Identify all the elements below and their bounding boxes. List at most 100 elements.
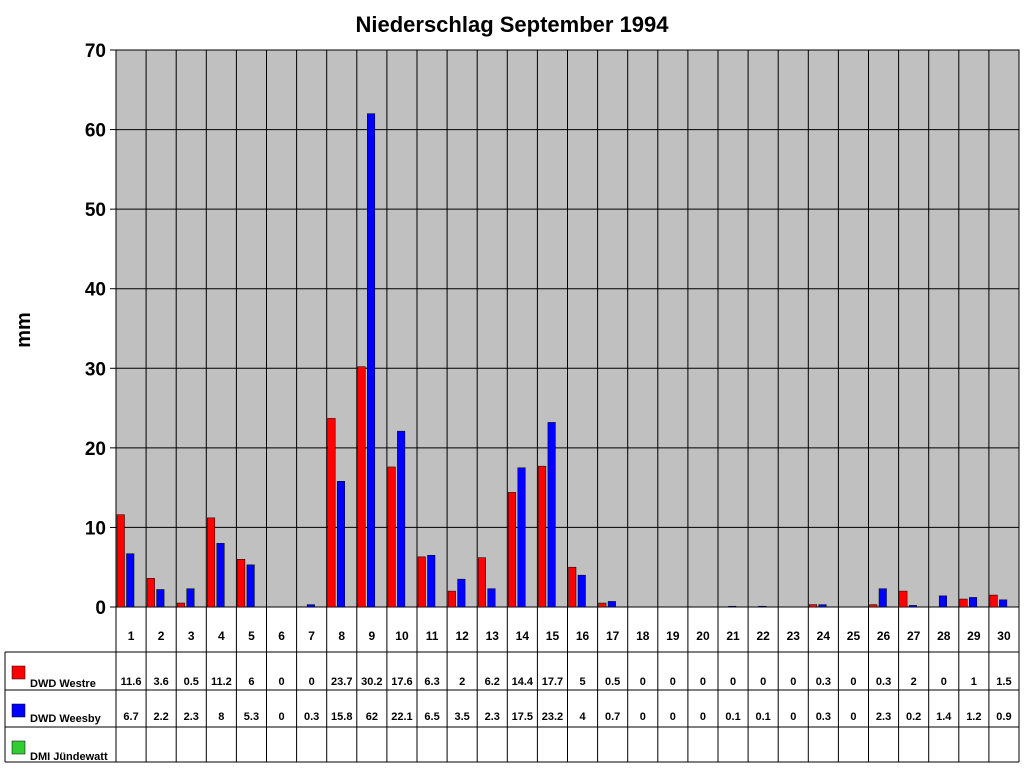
bar xyxy=(999,599,1008,608)
bar xyxy=(938,595,947,608)
y-tick-label: 50 xyxy=(85,200,106,221)
bar xyxy=(246,564,255,608)
x-tick-label: 16 xyxy=(576,629,590,643)
data-label: 6.2 xyxy=(485,676,500,688)
data-label: 2.3 xyxy=(876,711,891,723)
x-tick-label: 30 xyxy=(997,629,1011,643)
data-label: 2.3 xyxy=(184,711,199,723)
bar xyxy=(357,366,366,608)
data-label: 0 xyxy=(790,676,796,688)
y-tick-label: 10 xyxy=(85,518,106,539)
data-label: 0 xyxy=(850,676,856,688)
x-tick-label: 6 xyxy=(278,629,285,643)
data-label: 30.2 xyxy=(361,676,382,688)
x-tick-label: 23 xyxy=(787,629,801,643)
x-tick-label: 9 xyxy=(369,629,376,643)
bar xyxy=(598,602,607,608)
y-tick-label: 20 xyxy=(85,439,106,460)
bar xyxy=(959,598,968,608)
bar xyxy=(568,566,577,608)
bar xyxy=(809,604,818,608)
bar xyxy=(327,418,336,608)
data-label: 0.9 xyxy=(996,711,1011,723)
data-label: 2 xyxy=(459,676,465,688)
data-label: 0 xyxy=(730,676,736,688)
bar xyxy=(869,604,878,608)
bar xyxy=(237,559,246,608)
bar xyxy=(417,556,426,608)
legend-label: DWD Weesby xyxy=(30,713,102,725)
bar xyxy=(116,514,125,608)
chart-title: Niederschlag September 1994 xyxy=(355,12,669,37)
data-label: 1 xyxy=(971,676,977,688)
bar xyxy=(908,605,917,608)
data-label: 14.4 xyxy=(512,676,534,688)
bar xyxy=(176,602,185,608)
x-tick-label: 14 xyxy=(516,629,530,643)
x-tick-label: 13 xyxy=(486,629,500,643)
bar xyxy=(457,578,466,608)
data-label: 1.5 xyxy=(996,676,1011,688)
data-label: 5.3 xyxy=(244,711,259,723)
legend-swatch xyxy=(11,740,26,755)
bar xyxy=(336,481,345,608)
x-tick-label: 18 xyxy=(636,629,650,643)
x-tick-label: 7 xyxy=(308,629,315,643)
legend-label: DWD Westre xyxy=(30,678,96,690)
data-label: 0 xyxy=(640,711,646,723)
data-label: 17.6 xyxy=(391,676,412,688)
data-label: 2.2 xyxy=(154,711,169,723)
data-label: 5 xyxy=(579,676,585,688)
bar xyxy=(387,466,396,608)
bar xyxy=(607,601,616,608)
data-label: 6.5 xyxy=(424,711,439,723)
data-label: 0 xyxy=(941,676,947,688)
bar xyxy=(126,553,135,608)
data-label: 6 xyxy=(248,676,254,688)
x-tick-label: 17 xyxy=(606,629,620,643)
data-label: 0 xyxy=(670,711,676,723)
bar xyxy=(538,465,547,608)
y-tick-label: 40 xyxy=(85,280,106,301)
data-label: 0 xyxy=(640,676,646,688)
bar xyxy=(728,605,737,608)
data-label: 0 xyxy=(278,711,284,723)
data-label: 0 xyxy=(278,676,284,688)
x-tick-label: 3 xyxy=(188,629,195,643)
data-label: 0.3 xyxy=(876,676,891,688)
x-tick-label: 12 xyxy=(455,629,469,643)
bar xyxy=(306,604,315,608)
data-label: 0.7 xyxy=(605,711,620,723)
y-tick-label: 0 xyxy=(95,598,106,619)
data-label: 0.1 xyxy=(725,711,740,723)
data-label: 0 xyxy=(309,676,315,688)
data-label: 0 xyxy=(790,711,796,723)
data-label: 2.3 xyxy=(485,711,500,723)
bar xyxy=(969,597,978,608)
data-label: 2 xyxy=(911,676,917,688)
data-label: 0.2 xyxy=(906,711,921,723)
data-label: 3.6 xyxy=(154,676,169,688)
legend-swatch xyxy=(11,703,26,718)
bar xyxy=(367,113,376,608)
bar xyxy=(447,590,456,608)
data-label: 62 xyxy=(366,711,378,723)
data-label: 6.3 xyxy=(424,676,439,688)
data-label: 11.6 xyxy=(121,676,142,688)
bar xyxy=(397,430,406,608)
x-tick-label: 24 xyxy=(817,629,831,643)
data-label: 0.5 xyxy=(184,676,199,688)
x-tick-label: 11 xyxy=(426,629,439,643)
bar xyxy=(146,578,155,608)
x-tick-label: 28 xyxy=(937,629,951,643)
bar xyxy=(818,604,827,608)
x-tick-label: 25 xyxy=(847,629,861,643)
x-tick-label: 21 xyxy=(726,629,740,643)
x-tick-label: 15 xyxy=(546,629,560,643)
bar xyxy=(547,422,556,608)
data-label: 1.2 xyxy=(966,711,981,723)
data-label: 0.5 xyxy=(605,676,620,688)
data-label: 3.5 xyxy=(455,711,470,723)
bar xyxy=(758,605,767,608)
x-tick-label: 8 xyxy=(338,629,345,643)
